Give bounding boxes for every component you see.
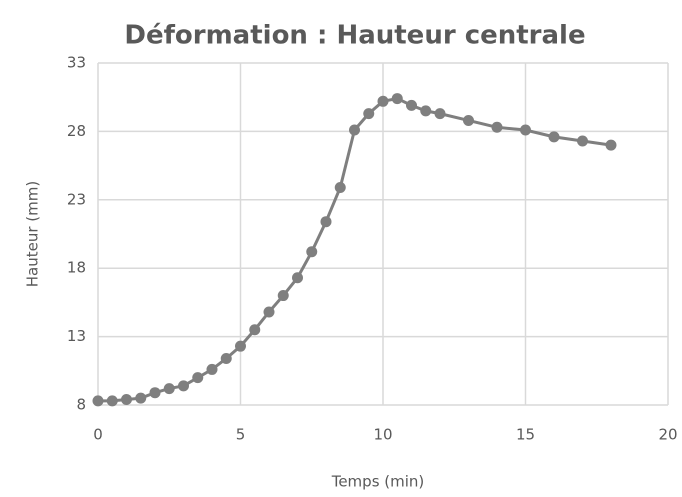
data-point [349, 124, 360, 136]
y-tick-label: 33 [67, 54, 86, 72]
y-tick-label: 23 [67, 190, 86, 208]
data-point [420, 105, 432, 117]
data-point [391, 93, 403, 105]
x-tick-label: 5 [236, 426, 246, 444]
y-tick-label: 13 [67, 327, 86, 345]
data-point [235, 340, 246, 352]
y-tick-label: 8 [76, 396, 86, 414]
data-point [135, 392, 147, 404]
data-point [434, 108, 446, 120]
data-point [277, 290, 289, 302]
data-point [306, 246, 318, 258]
data-point [406, 99, 417, 111]
data-point [206, 363, 218, 375]
data-point [192, 372, 204, 384]
x-tick-label: 15 [516, 426, 535, 444]
data-point [377, 95, 389, 107]
data-point [605, 139, 617, 151]
data-point [363, 108, 375, 120]
data-point [463, 114, 474, 126]
data-point [220, 352, 232, 364]
data-point [149, 387, 161, 399]
y-tick-label: 28 [67, 122, 86, 140]
x-tick-label: 20 [658, 426, 677, 444]
series-line [98, 97, 612, 403]
x-tick-label: 10 [373, 426, 392, 444]
data-point [249, 324, 261, 336]
data-point [334, 181, 346, 193]
data-point [577, 135, 588, 147]
data-point [92, 395, 104, 407]
data-point [320, 216, 332, 228]
data-point [263, 306, 275, 318]
chart-title: Déformation : Hauteur centrale [124, 21, 585, 51]
x-tick-label: 0 [93, 426, 103, 444]
data-point [491, 121, 503, 133]
data-point [520, 124, 531, 136]
data-point [178, 380, 189, 392]
x-axis-label: Temps (min) [331, 473, 425, 491]
data-point [121, 394, 132, 406]
y-axis-label: Hauteur (mm) [24, 181, 42, 287]
data-point [163, 383, 175, 395]
y-tick-label: 18 [67, 259, 86, 277]
data-point [292, 272, 303, 284]
data-point [548, 131, 560, 143]
data-point [106, 395, 118, 407]
